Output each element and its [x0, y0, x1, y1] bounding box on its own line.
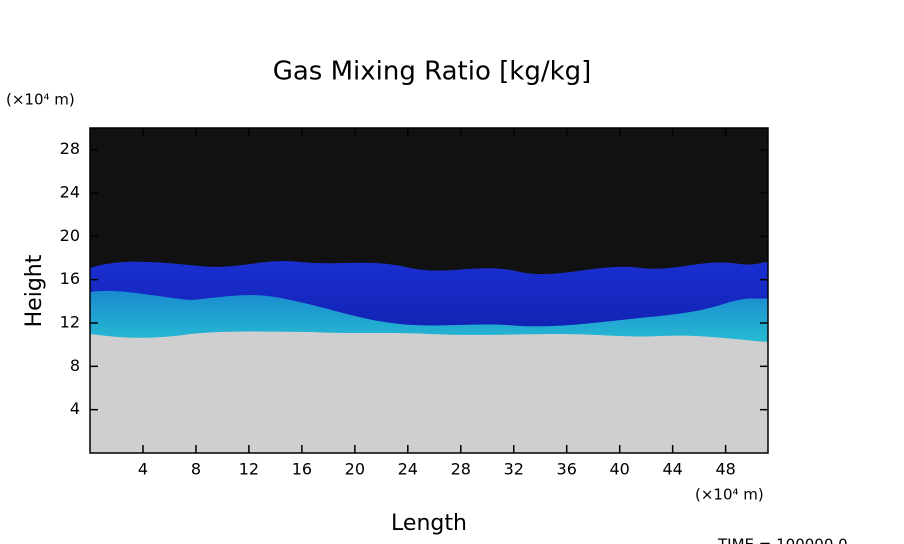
x-axis-label: Length [391, 511, 467, 536]
x-tick-label: 12 [239, 460, 259, 479]
y-tick-label: 8 [70, 356, 80, 375]
y-unit: (×10⁴ m) [6, 91, 75, 109]
x-tick-label: 36 [557, 460, 577, 479]
plot-frame [89, 127, 769, 454]
y-tick-label: 28 [60, 139, 80, 158]
x-tick-label: 24 [398, 460, 418, 479]
y-tick-label: 24 [60, 183, 80, 202]
field [90, 128, 768, 453]
y-axis-label: Height [22, 254, 47, 327]
y-tick-label: 20 [60, 226, 80, 245]
x-tick-label: 40 [610, 460, 630, 479]
x-tick-label: 32 [504, 460, 524, 479]
x-tick-label: 4 [138, 460, 148, 479]
y-tick-label: 16 [60, 269, 80, 288]
x-tick-label: 20 [345, 460, 365, 479]
x-unit: (×10⁴ m) [695, 486, 764, 504]
x-tick-label: 8 [191, 460, 201, 479]
y-tick-label: 4 [70, 399, 80, 418]
x-tick-label: 44 [662, 460, 682, 479]
x-tick-label: 28 [451, 460, 471, 479]
footer-time: TIME = 100000.0 [717, 536, 848, 544]
chart-title: Gas Mixing Ratio [kg/kg] [273, 57, 592, 87]
x-tick-label: 48 [715, 460, 735, 479]
y-tick-label: 12 [60, 313, 80, 332]
x-tick-label: 16 [292, 460, 312, 479]
